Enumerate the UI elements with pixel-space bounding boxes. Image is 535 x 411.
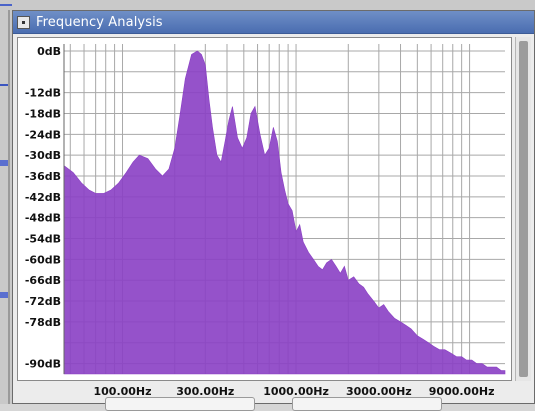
spectrum-plot-frame[interactable]: 0dB -12dB -18dB -24dB -30dB -36dB -42dB -48dB -5… xyxy=(17,37,512,381)
x-tick-label: 3000.00Hz xyxy=(346,385,412,398)
bottom-button-right[interactable] xyxy=(292,397,442,411)
y-tick-label: -54dB xyxy=(25,233,61,246)
x-axis-labels: 100.00Hz 300.00Hz 1000.00Hz 3000.00Hz 9000.0… xyxy=(93,385,494,398)
background-waveform xyxy=(0,292,10,298)
bottom-button-left[interactable] xyxy=(105,397,255,411)
y-tick-label: -78dB xyxy=(25,316,61,329)
y-axis-labels: 0dB -12dB -18dB -24dB -30dB -36dB -42dB -48dB -5… xyxy=(25,45,61,371)
y-tick-label: -48dB xyxy=(25,212,61,225)
x-tick-label: 100.00Hz xyxy=(93,385,151,398)
background-divider xyxy=(8,10,10,404)
y-tick-label: -12dB xyxy=(25,87,61,100)
spectrum-plot[interactable]: 0dB -12dB -18dB -24dB -30dB -36dB -42dB -48dB -5… xyxy=(18,38,511,380)
y-tick-label: -66dB xyxy=(25,274,61,287)
y-tick-label: 0dB xyxy=(37,45,61,58)
y-tick-label: -42dB xyxy=(25,191,61,204)
title-bar[interactable]: Frequency Analysis xyxy=(13,11,534,34)
frequency-analysis-window: Frequency Analysis 0dB -12dB -18dB -24dB -30… xyxy=(12,10,535,404)
x-tick-label: 9000.00Hz xyxy=(429,385,495,398)
y-tick-label: -90dB xyxy=(25,358,61,371)
y-tick-label: -30dB xyxy=(25,149,61,162)
spectrum-area xyxy=(63,50,506,375)
y-tick-label: -24dB xyxy=(25,128,61,141)
x-tick-label: 300.00Hz xyxy=(176,385,234,398)
y-tick-label: -60dB xyxy=(25,253,61,266)
window-menu-button[interactable] xyxy=(17,15,30,29)
x-axis: 100.00Hz 300.00Hz 1000.00Hz 3000.00Hz 9000.0… xyxy=(93,385,494,398)
y-tick-label: -36dB xyxy=(25,170,61,183)
x-tick-label: 1000.00Hz xyxy=(263,385,329,398)
background-waveform xyxy=(0,160,10,166)
scrollbar-thumb[interactable] xyxy=(519,41,528,377)
window-title: Frequency Analysis xyxy=(36,14,163,30)
vertical-scrollbar[interactable] xyxy=(515,37,531,381)
y-tick-label: -18dB xyxy=(25,107,61,120)
y-tick-label: -72dB xyxy=(25,295,61,308)
background-waveform xyxy=(0,4,12,6)
background-waveform xyxy=(0,84,10,86)
